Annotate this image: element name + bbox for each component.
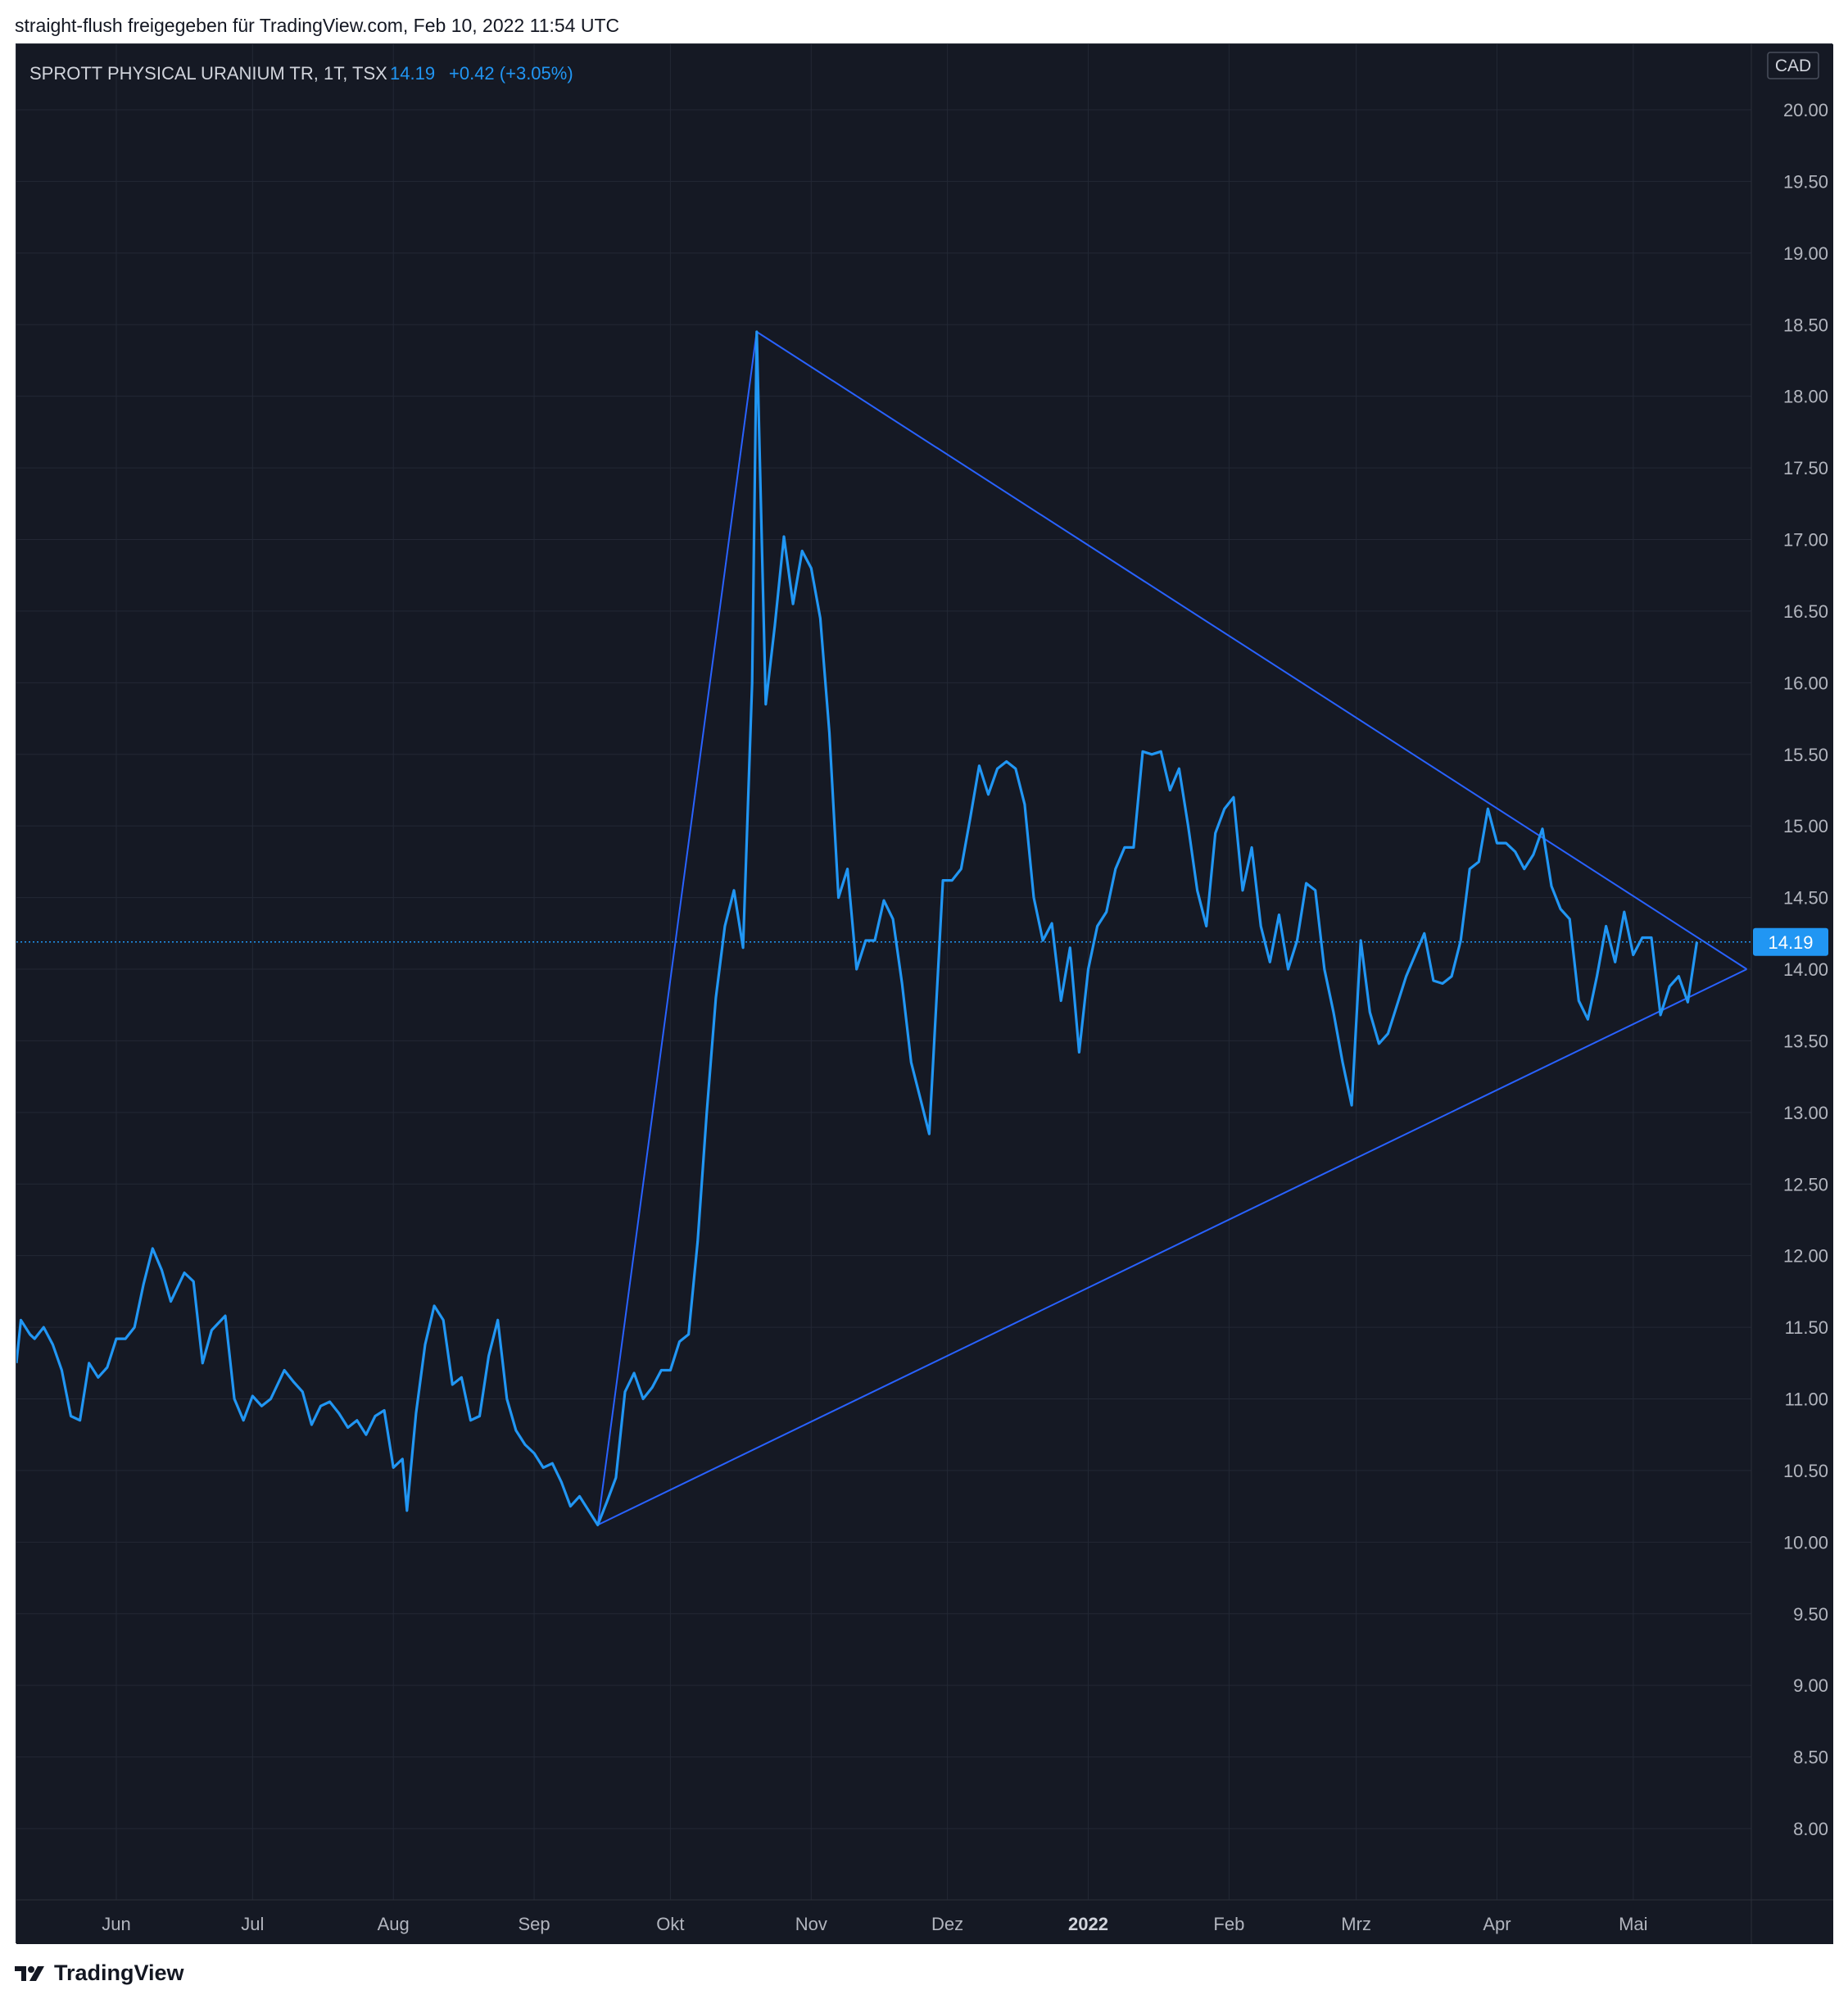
trendline <box>756 331 1747 970</box>
x-tick-label: Nov <box>795 1914 827 1934</box>
y-tick-label: 17.50 <box>1783 458 1828 478</box>
axes: 20.00 19.50 19.00 18.50 18.00 17.50 17.00 16.50… <box>16 44 1833 1944</box>
y-tick-label: 10.00 <box>1783 1532 1828 1553</box>
price-line <box>16 330 1699 1527</box>
y-tick-label: 19.50 <box>1783 171 1828 192</box>
y-tick-label: 15.50 <box>1783 745 1828 765</box>
price-line-series <box>16 330 1751 1527</box>
y-tick-label: 8.00 <box>1793 1819 1828 1839</box>
last-price-badge <box>1753 927 1828 956</box>
x-tick-label: Aug <box>378 1914 410 1934</box>
y-tick-label: 13.50 <box>1783 1031 1828 1051</box>
shared-by-caption: straight-flush freigegeben für TradingVi… <box>15 15 620 36</box>
y-tick-label: 12.50 <box>1783 1174 1828 1194</box>
y-tick-label: 18.50 <box>1783 315 1828 335</box>
legend-change: +0.42 (+3.05%) <box>449 63 573 84</box>
price-chart[interactable]: 20.00 19.50 19.00 18.50 18.00 17.50 17.00 16.50… <box>16 44 1833 1944</box>
x-tick-label: Dez <box>931 1914 963 1934</box>
y-tick-label: 14.50 <box>1783 888 1828 909</box>
triangle-trendlines <box>596 331 1747 1526</box>
y-tick-label: 11.00 <box>1785 1389 1828 1410</box>
x-tick-label: Jun <box>102 1914 130 1934</box>
y-tick-label: 18.00 <box>1783 387 1828 407</box>
y-tick-label: 11.50 <box>1785 1317 1828 1338</box>
grid-lines <box>16 44 1833 1944</box>
y-tick-label: 17.00 <box>1783 530 1828 551</box>
trendline <box>597 968 1747 1526</box>
y-tick-label: 16.00 <box>1783 673 1828 693</box>
y-tick-label: 14.00 <box>1783 959 1828 980</box>
y-tick-label: 9.50 <box>1793 1604 1828 1625</box>
y-tick-label: 12.00 <box>1783 1246 1828 1267</box>
last-price-label: 14.19 <box>1768 932 1813 953</box>
x-tick-label: Mai <box>1619 1914 1647 1934</box>
trendline <box>596 331 758 1525</box>
legend-symbol: SPROTT PHYSICAL URANIUM TR, 1T, TSX <box>29 63 387 84</box>
y-tick-label: 10.50 <box>1783 1461 1828 1481</box>
currency-badge <box>1767 52 1819 79</box>
tradingview-brand-text: TradingView <box>54 1960 184 1985</box>
plot-background <box>16 44 1833 1944</box>
x-tick-label: Sep <box>518 1914 550 1934</box>
y-tick-label: 9.00 <box>1793 1675 1828 1696</box>
x-tick-label: 2022 <box>1068 1914 1108 1934</box>
y-tick-label: 13.00 <box>1783 1103 1828 1123</box>
x-tick-label: Apr <box>1483 1914 1511 1934</box>
currency-label: CAD <box>1775 57 1811 75</box>
legend: SPROTT PHYSICAL URANIUM TR, 1T, TSX 14.19… <box>29 63 573 84</box>
x-tick-label: Feb <box>1213 1914 1244 1934</box>
x-tick-label: Jul <box>241 1914 264 1934</box>
y-tick-label: 19.00 <box>1783 243 1828 264</box>
x-tick-label: Okt <box>656 1914 684 1934</box>
chart-panel[interactable]: 20.00 19.50 19.00 18.50 18.00 17.50 17.00 16.50… <box>16 43 1833 1944</box>
y-tick-label: 8.50 <box>1793 1747 1828 1768</box>
tradingview-logo-icon <box>15 1966 44 1981</box>
legend-last-price: 14.19 <box>390 63 435 84</box>
y-tick-label: 15.00 <box>1783 816 1828 836</box>
y-tick-label: 16.50 <box>1783 601 1828 622</box>
x-tick-label: Mrz <box>1341 1914 1371 1934</box>
tradingview-footer-logo[interactable]: TradingView <box>15 1958 184 1988</box>
y-tick-label: 20.00 <box>1783 100 1828 120</box>
